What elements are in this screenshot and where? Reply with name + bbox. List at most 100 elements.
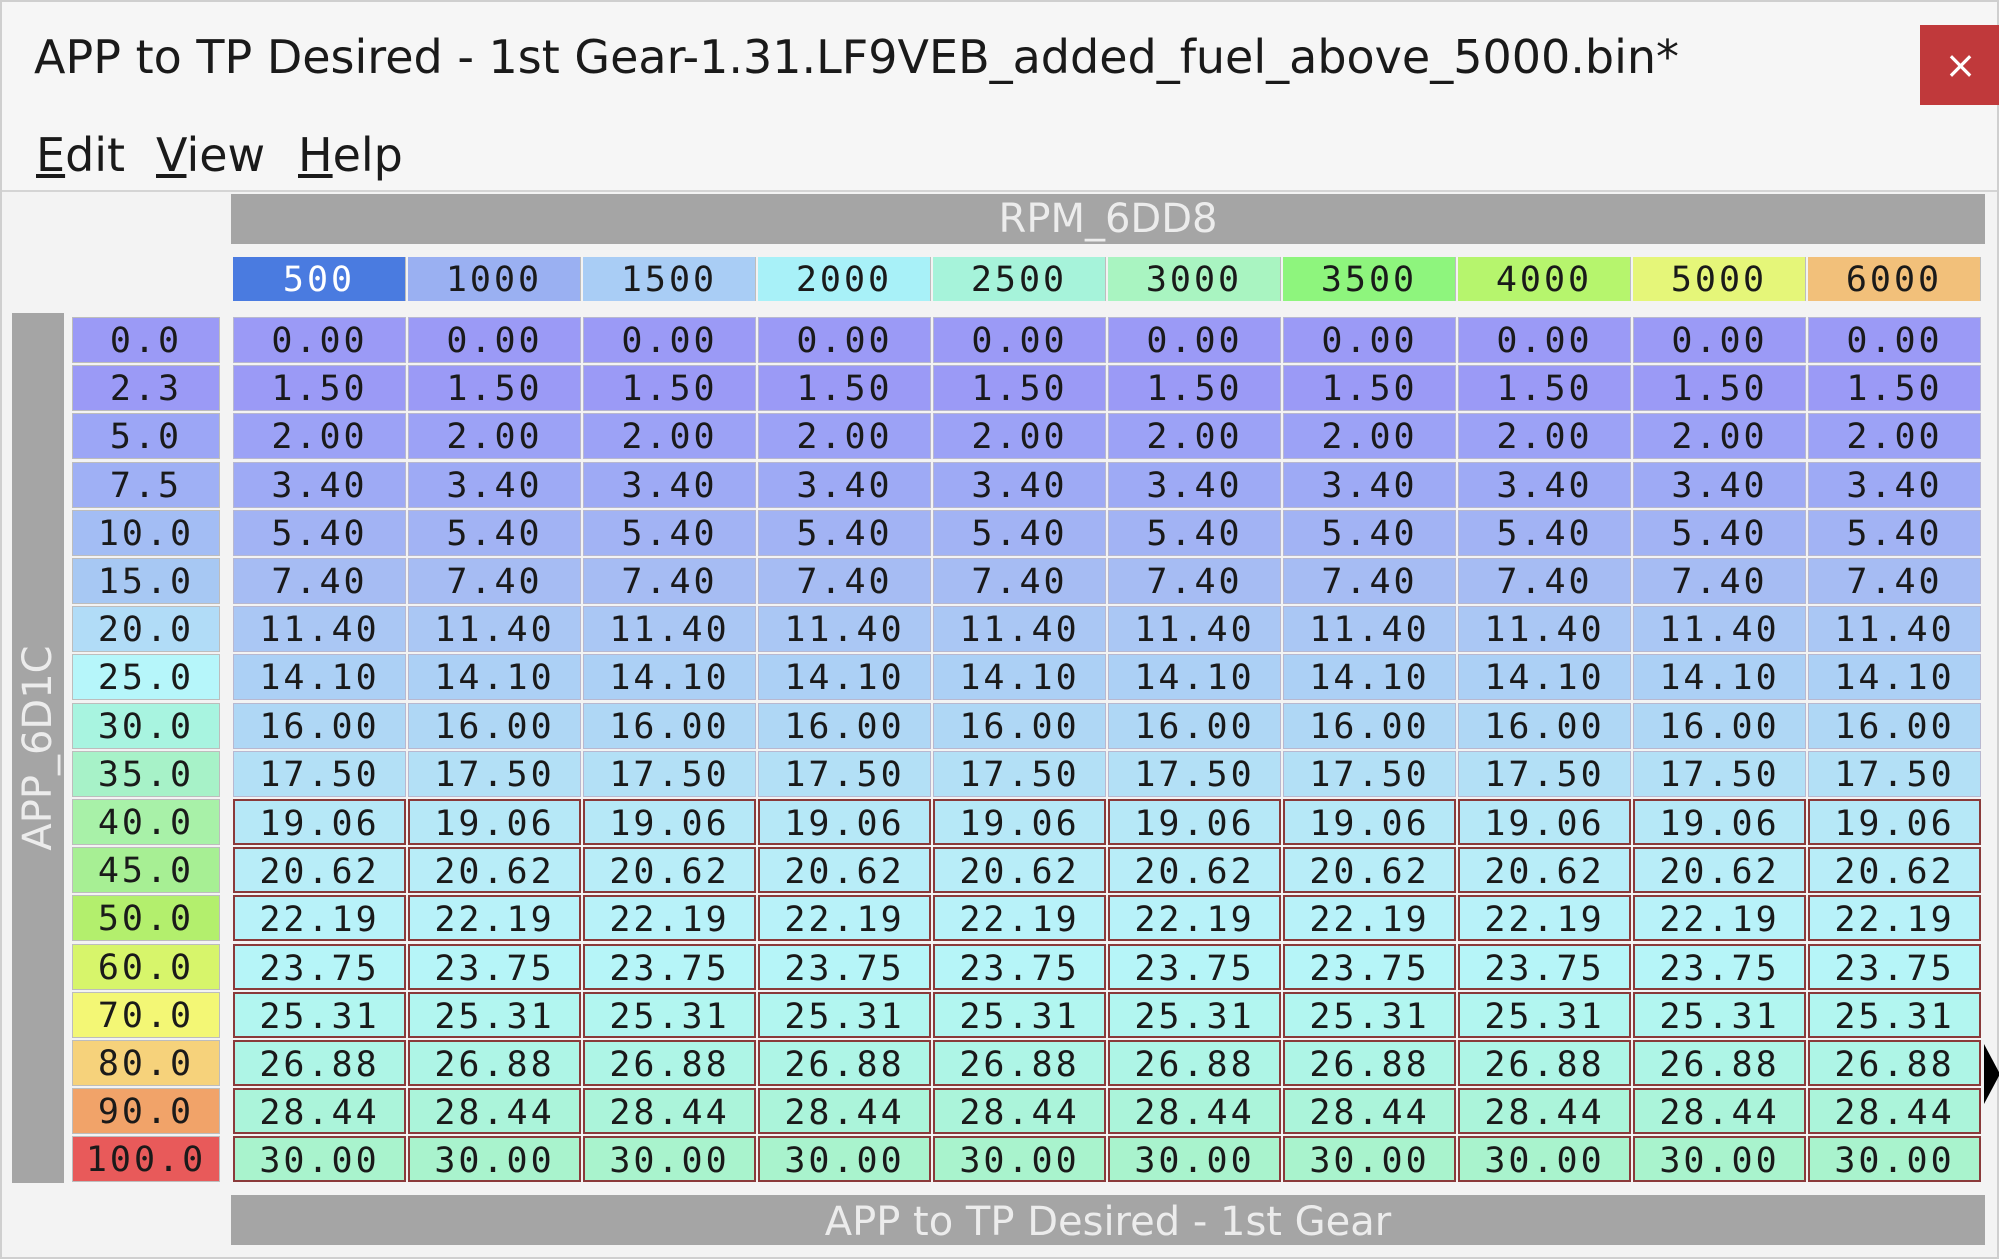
table-cell[interactable]: 23.75 (408, 943, 581, 990)
table-cell[interactable]: 23.75 (583, 943, 756, 990)
table-cell[interactable]: 17.50 (233, 750, 406, 797)
table-cell[interactable]: 30.00 (233, 1136, 406, 1183)
table-cell[interactable]: 2.00 (1808, 413, 1981, 460)
table-cell[interactable]: 17.50 (583, 750, 756, 797)
table-cell[interactable]: 11.40 (1808, 606, 1981, 653)
table-cell[interactable]: 28.44 (933, 1088, 1106, 1135)
table-cell[interactable]: 20.62 (583, 847, 756, 894)
table-cell[interactable]: 25.31 (1633, 991, 1806, 1038)
table-cell[interactable]: 23.75 (1108, 943, 1281, 990)
column-header[interactable]: 4000 (1458, 257, 1631, 301)
table-cell[interactable]: 1.50 (233, 365, 406, 412)
table-cell[interactable]: 20.62 (1283, 847, 1456, 894)
menu-help[interactable]: Help (298, 128, 403, 182)
table-cell[interactable]: 19.06 (758, 799, 931, 845)
table-cell[interactable]: 30.00 (933, 1136, 1106, 1183)
table-cell[interactable]: 28.44 (1808, 1088, 1981, 1135)
row-header[interactable]: 20.0 (72, 606, 220, 653)
column-header[interactable]: 3500 (1283, 257, 1456, 301)
table-cell[interactable]: 19.06 (1458, 799, 1631, 845)
close-button[interactable]: × (1920, 25, 1999, 105)
table-cell[interactable]: 7.40 (1808, 558, 1981, 604)
table-cell[interactable]: 17.50 (1458, 750, 1631, 797)
table-cell[interactable]: 20.62 (1633, 847, 1806, 894)
table-cell[interactable]: 11.40 (233, 606, 406, 653)
table-cell[interactable]: 25.31 (1283, 991, 1456, 1038)
table-cell[interactable]: 23.75 (933, 943, 1106, 990)
table-cell[interactable]: 0.00 (758, 317, 931, 363)
table-cell[interactable]: 22.19 (1108, 895, 1281, 942)
table-cell[interactable]: 22.19 (583, 895, 756, 942)
table-cell[interactable]: 23.75 (233, 943, 406, 990)
table-cell[interactable]: 25.31 (1108, 991, 1281, 1038)
table-cell[interactable]: 16.00 (1283, 702, 1456, 749)
column-header[interactable]: 1500 (583, 257, 756, 301)
table-cell[interactable]: 2.00 (1108, 413, 1281, 460)
table-cell[interactable]: 0.00 (1633, 317, 1806, 363)
table-cell[interactable]: 19.06 (1808, 799, 1981, 845)
row-header[interactable]: 45.0 (72, 847, 220, 894)
table-cell[interactable]: 23.75 (758, 943, 931, 990)
table-cell[interactable]: 22.19 (408, 895, 581, 942)
table-cell[interactable]: 5.40 (1808, 509, 1981, 556)
table-cell[interactable]: 28.44 (1633, 1088, 1806, 1135)
table-cell[interactable]: 16.00 (1458, 702, 1631, 749)
table-cell[interactable]: 14.10 (233, 654, 406, 701)
table-cell[interactable]: 14.10 (408, 654, 581, 701)
table-cell[interactable]: 2.00 (408, 413, 581, 460)
table-cell[interactable]: 17.50 (933, 750, 1106, 797)
table-cell[interactable]: 23.75 (1633, 943, 1806, 990)
column-header[interactable]: 500 (233, 257, 406, 301)
table-cell[interactable]: 1.50 (1633, 365, 1806, 412)
table-cell[interactable]: 11.40 (583, 606, 756, 653)
table-cell[interactable]: 26.88 (1458, 1040, 1631, 1086)
row-header[interactable]: 2.3 (72, 365, 220, 412)
table-cell[interactable]: 23.75 (1808, 943, 1981, 990)
table-cell[interactable]: 11.40 (408, 606, 581, 653)
table-cell[interactable]: 22.19 (1458, 895, 1631, 942)
table-cell[interactable]: 0.00 (933, 317, 1106, 363)
table-cell[interactable]: 22.19 (233, 895, 406, 942)
table-cell[interactable]: 3.40 (1458, 461, 1631, 508)
table-cell[interactable]: 22.19 (1808, 895, 1981, 942)
table-cell[interactable]: 7.40 (1108, 558, 1281, 604)
table-cell[interactable]: 7.40 (408, 558, 581, 604)
table-cell[interactable]: 5.40 (583, 509, 756, 556)
table-cell[interactable]: 17.50 (408, 750, 581, 797)
row-header[interactable]: 90.0 (72, 1088, 220, 1135)
column-header[interactable]: 6000 (1808, 257, 1981, 301)
row-header[interactable]: 15.0 (72, 558, 220, 604)
table-cell[interactable]: 25.31 (758, 991, 931, 1038)
row-header[interactable]: 5.0 (72, 413, 220, 460)
table-cell[interactable]: 14.10 (758, 654, 931, 701)
table-cell[interactable]: 11.40 (1458, 606, 1631, 653)
table-cell[interactable]: 5.40 (758, 509, 931, 556)
table-cell[interactable]: 20.62 (408, 847, 581, 894)
table-cell[interactable]: 22.19 (933, 895, 1106, 942)
table-cell[interactable]: 22.19 (1283, 895, 1456, 942)
table-cell[interactable]: 30.00 (408, 1136, 581, 1183)
table-cell[interactable]: 0.00 (583, 317, 756, 363)
table-cell[interactable]: 14.10 (583, 654, 756, 701)
row-header[interactable]: 0.0 (72, 317, 220, 363)
table-cell[interactable]: 17.50 (1633, 750, 1806, 797)
table-cell[interactable]: 19.06 (408, 799, 581, 845)
table-cell[interactable]: 1.50 (1108, 365, 1281, 412)
table-cell[interactable]: 26.88 (1633, 1040, 1806, 1086)
table-cell[interactable]: 25.31 (233, 991, 406, 1038)
table-cell[interactable]: 26.88 (933, 1040, 1106, 1086)
table-cell[interactable]: 1.50 (408, 365, 581, 412)
menu-view[interactable]: View (156, 128, 266, 182)
row-header[interactable]: 35.0 (72, 750, 220, 797)
table-cell[interactable]: 11.40 (758, 606, 931, 653)
table-cell[interactable]: 1.50 (1458, 365, 1631, 412)
table-cell[interactable]: 0.00 (1808, 317, 1981, 363)
column-header[interactable]: 5000 (1633, 257, 1806, 301)
row-header[interactable]: 10.0 (72, 509, 220, 556)
table-cell[interactable]: 28.44 (758, 1088, 931, 1135)
table-cell[interactable]: 30.00 (1808, 1136, 1981, 1183)
column-header[interactable]: 2000 (758, 257, 931, 301)
table-cell[interactable]: 28.44 (1108, 1088, 1281, 1135)
table-cell[interactable]: 25.31 (1458, 991, 1631, 1038)
table-cell[interactable]: 19.06 (233, 799, 406, 845)
